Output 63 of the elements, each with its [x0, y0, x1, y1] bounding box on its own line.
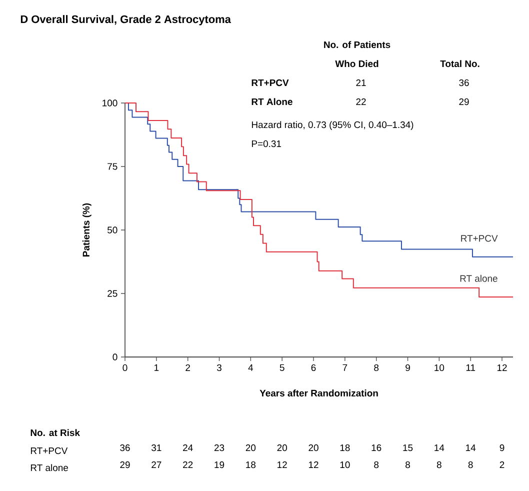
x-tick-label: 3: [216, 364, 222, 372]
chart-title: D Overall Survival, Grade 2 Astrocytoma: [20, 15, 231, 26]
x-tick-label: 6: [311, 364, 316, 372]
text: 8: [406, 461, 410, 468]
text: 16: [372, 444, 382, 452]
text: 9: [500, 444, 504, 452]
text: No. at Risk: [30, 429, 80, 436]
text: 20: [246, 444, 256, 452]
x-tick-label: 5: [280, 364, 284, 371]
text: 15: [403, 444, 413, 452]
text: RT+PCV: [252, 79, 289, 86]
annotation: Hazard ratio, 0.73 (95% CI, 0.40–1.34): [252, 121, 414, 130]
annotation: RT Alone: [252, 98, 292, 106]
x-tick-label: 1: [154, 364, 159, 371]
text: 24: [183, 444, 193, 451]
x-tick-label: 8: [374, 364, 379, 372]
text: 12: [278, 461, 287, 468]
text: 31: [152, 444, 162, 452]
series-label: RT alone: [460, 274, 498, 282]
text: 14: [434, 444, 444, 451]
text: Total No.: [440, 60, 480, 68]
text: 19: [214, 461, 224, 468]
y-tick-label: 75: [108, 163, 118, 170]
annotation: P=0.31: [252, 140, 281, 148]
text: 23: [214, 444, 224, 452]
x-tick-label: 4: [248, 364, 254, 371]
text: 10: [340, 461, 350, 468]
text: 21: [356, 79, 366, 86]
x-tick-label: 12: [497, 364, 507, 371]
y-tick-label: 100: [102, 100, 118, 106]
x-tick-label: 0: [122, 364, 128, 372]
x-tick-label: 9: [406, 364, 410, 372]
text: RT+PCV: [30, 447, 68, 454]
text: 2: [500, 461, 504, 468]
text: 27: [152, 461, 162, 468]
x-tick-label: 10: [434, 364, 444, 372]
series-label: RT+PCV: [461, 235, 498, 242]
x-axis-title: Years after Randomization: [260, 390, 378, 397]
text: 8: [436, 461, 442, 468]
x-tick-label: 7: [342, 364, 348, 371]
text: 18: [340, 444, 350, 452]
text: No. of Patients: [324, 41, 390, 48]
text: 20: [277, 444, 287, 452]
text: 36: [459, 79, 469, 86]
y-axis-title: Patients (%): [82, 203, 92, 256]
text: Who Died: [335, 60, 378, 68]
y-tick-label: 50: [107, 226, 118, 234]
text: RT alone: [30, 464, 68, 472]
text: 36: [120, 444, 130, 452]
y-tick-label: 25: [108, 290, 118, 297]
text: 8: [374, 461, 379, 468]
text: 20: [308, 444, 318, 452]
text: 18: [246, 461, 256, 468]
x-tick-label: 11: [466, 364, 476, 371]
text: 14: [466, 444, 476, 451]
annotation: 22: [356, 98, 366, 105]
text: 12: [308, 461, 318, 468]
annotation: 29: [459, 98, 469, 106]
x-tick-label: 2: [186, 364, 190, 371]
text: 29: [120, 461, 130, 468]
text: 8: [468, 461, 473, 468]
text: 22: [183, 461, 193, 468]
y-tick-label: 0: [112, 354, 118, 360]
